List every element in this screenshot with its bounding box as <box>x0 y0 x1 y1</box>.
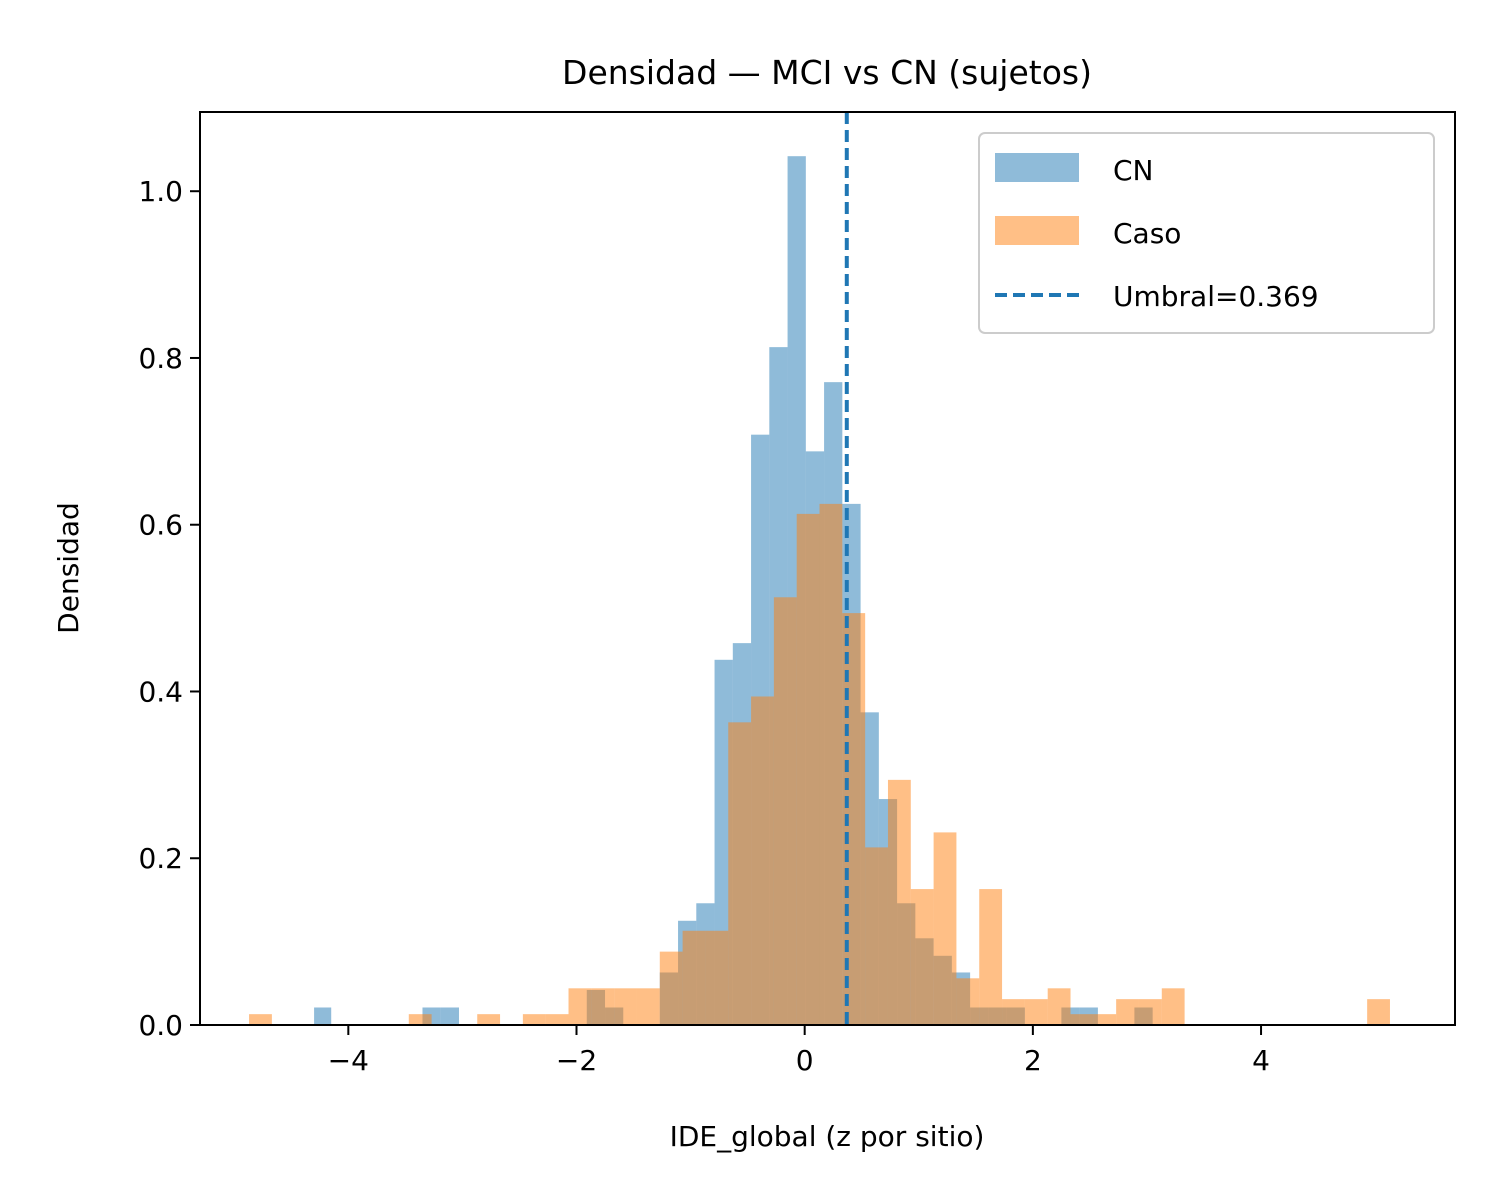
caso-bar <box>636 988 660 1025</box>
caso-bar <box>979 889 1003 1025</box>
caso-bar <box>1116 999 1139 1025</box>
caso-bar <box>522 1014 546 1025</box>
y-axis-label: Densidad <box>52 502 85 634</box>
cn-bar <box>440 1007 459 1025</box>
x-tick-label: −4 <box>328 1044 369 1077</box>
y-tick-label: 0.2 <box>138 842 183 875</box>
caso-bar <box>910 889 934 1025</box>
x-tick-label: 4 <box>1252 1044 1270 1077</box>
caso-bar <box>887 779 911 1025</box>
caso-bar <box>249 1014 272 1025</box>
caso-bar <box>682 930 706 1025</box>
plot-frame <box>199 111 1456 1026</box>
caso-bar <box>1138 999 1162 1025</box>
caso-bar <box>1002 999 1025 1025</box>
legend: CN Caso Umbral=0.369 <box>978 132 1435 334</box>
caso-bar <box>705 930 729 1025</box>
x-tick-label: 2 <box>1024 1044 1042 1077</box>
caso-bar <box>1047 988 1071 1025</box>
caso-bar <box>1367 999 1390 1025</box>
legend-label-caso: Caso <box>1113 217 1181 250</box>
x-axis-label: IDE_global (z por sitio) <box>670 1120 985 1153</box>
y-tick-label: 0.4 <box>138 675 183 708</box>
caso-bar <box>545 1014 569 1025</box>
y-tick-label: 0.6 <box>138 509 183 542</box>
caso-bar <box>408 1014 432 1025</box>
caso-bar <box>1070 1014 1094 1025</box>
cn-bar <box>314 1007 332 1025</box>
caso-bar <box>591 988 615 1025</box>
legend-label-threshold: Umbral=0.369 <box>1113 280 1319 313</box>
chart-title: Densidad — MCI vs CN (sujetos) <box>562 53 1092 92</box>
y-tick-label: 1.0 <box>138 175 183 208</box>
caso-bar <box>614 988 637 1025</box>
x-tick-label: −2 <box>556 1044 597 1077</box>
caso-bar <box>568 988 592 1025</box>
caso-bar <box>773 597 797 1025</box>
plot-area <box>249 112 1390 1026</box>
legend-swatch-caso <box>995 216 1079 245</box>
y-tick-label: 0.0 <box>138 1009 183 1042</box>
legend-box <box>978 132 1435 334</box>
caso-bar <box>933 832 957 1025</box>
caso-bar <box>1161 988 1185 1025</box>
caso-bar <box>728 722 752 1025</box>
caso-bar <box>796 513 820 1025</box>
caso-bar <box>1024 999 1048 1025</box>
caso-bar <box>477 1014 501 1025</box>
x-tick-label: 0 <box>796 1044 814 1077</box>
x-axis: −4 −2 0 2 4 <box>328 1025 1270 1077</box>
legend-swatch-cn <box>995 153 1079 182</box>
y-tick-label: 0.8 <box>138 342 183 375</box>
legend-label-cn: CN <box>1113 154 1154 187</box>
caso-bars <box>249 503 1390 1025</box>
caso-bar <box>751 696 774 1025</box>
caso-bar <box>865 847 888 1025</box>
caso-bar <box>1093 1014 1117 1025</box>
caso-bar <box>956 978 980 1025</box>
caso-bar <box>659 951 683 1025</box>
y-axis: 0.0 0.2 0.4 0.6 0.8 1.0 <box>138 175 200 1042</box>
caso-bar <box>819 503 843 1025</box>
